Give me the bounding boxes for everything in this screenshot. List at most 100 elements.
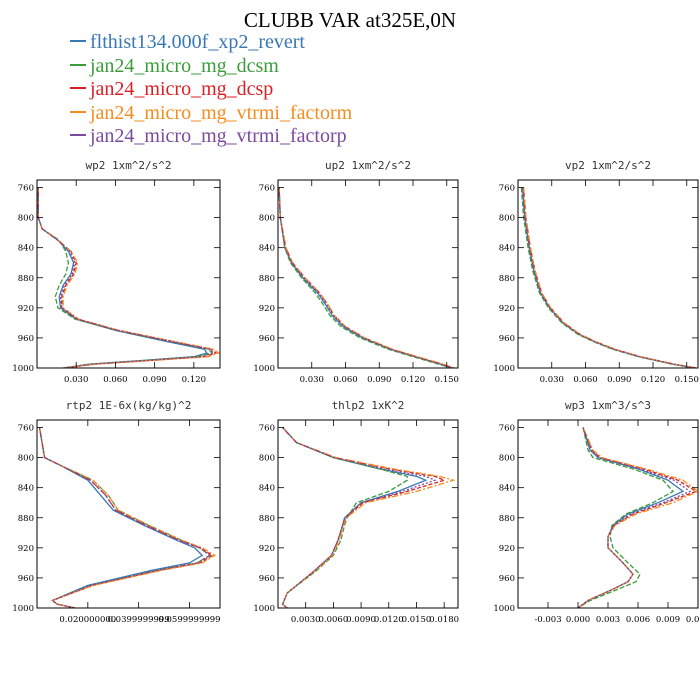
x-tick-label: 0.120 — [641, 375, 665, 385]
legend-label: jan24_micro_mg_vtrmi_factorp — [90, 125, 347, 147]
series-line — [577, 427, 675, 608]
y-tick-label: 880 — [259, 274, 275, 284]
y-tick-label: 1000 — [12, 364, 34, 374]
legend-label: jan24_micro_mg_vtrmi_factorm — [90, 101, 353, 124]
y-tick-label: 800 — [18, 214, 34, 224]
y-tick-label: 840 — [18, 484, 34, 494]
x-tick-label: 0.060 — [103, 375, 127, 385]
panel-title: up2 1xm^2/s^2 — [325, 159, 411, 172]
legend-swatch — [70, 110, 86, 113]
y-tick-label: 1000 — [253, 604, 275, 614]
series-group — [38, 427, 217, 608]
panel: wp2 1xm^2/s^2 760 800 840 880 920 960 1000 0.030… — [12, 159, 221, 385]
series-line — [38, 427, 211, 608]
panel: wp3 1xm^3/s^3 760 800 840 880 920 960 1000 -0.00… — [493, 399, 700, 625]
x-tick-label: 0.0599999999 — [158, 615, 220, 625]
series-group — [281, 427, 456, 608]
series-line — [37, 187, 208, 368]
series-line — [281, 427, 437, 608]
x-tick-label: 0.0180 — [429, 615, 459, 625]
y-tick-label: 800 — [499, 214, 515, 224]
y-tick-label: 1000 — [12, 604, 34, 614]
y-tick-label: 800 — [259, 454, 275, 464]
legend-label: jan24_micro_mg_dcsm — [90, 54, 279, 77]
y-tick-label: 960 — [259, 334, 275, 344]
legend-label: flthist134.000f_xp2_revert — [90, 31, 305, 53]
panel-title: thlp2 1xK^2 — [332, 399, 405, 412]
x-tick-label: 0.0150 — [402, 615, 432, 625]
series-line — [278, 187, 452, 368]
legend-swatch — [70, 134, 86, 137]
y-tick-label: 1000 — [493, 364, 515, 374]
series-line — [521, 187, 696, 368]
series-line — [520, 187, 695, 368]
panel: thlp2 1xK^276080084088092096010000.00300… — [253, 399, 459, 625]
series-line — [38, 427, 204, 608]
y-tick-label: 760 — [499, 184, 515, 194]
x-tick-label: 0.090 — [367, 375, 391, 385]
series-line — [281, 427, 456, 608]
y-tick-label: 760 — [259, 184, 275, 194]
panel: up2 1xm^2/s^2 760 800 840 880 920 960 1000 0.030… — [253, 159, 459, 385]
series-line — [37, 187, 220, 368]
panel-title: wp3 1xm^3/s^3 — [565, 399, 651, 412]
x-tick-label: 0.030 — [540, 375, 564, 385]
y-tick-label: 960 — [499, 574, 515, 584]
legend-item: flthist134.000f_xp2_revert — [70, 31, 352, 55]
x-tick-label: 0.003 — [596, 615, 620, 625]
legend-swatch — [70, 87, 86, 90]
series-line — [37, 187, 215, 368]
x-tick-label: 0.0060 — [319, 615, 349, 625]
x-tick-label: 0.000 — [566, 615, 590, 625]
series-line — [278, 187, 453, 368]
series-group — [520, 187, 696, 368]
plot-frame — [277, 179, 459, 369]
y-tick-label: 960 — [259, 574, 275, 584]
series-line — [521, 187, 696, 368]
series-line — [522, 187, 696, 368]
x-tick-label: 0.0399999999 — [108, 615, 170, 625]
x-tick-label: 0.120 — [182, 375, 206, 385]
x-tick-label: 0.090 — [142, 375, 166, 385]
legend-item: jan24_micro_mg_dcsm — [70, 55, 352, 79]
series-group — [577, 427, 698, 608]
legend-item: jan24_micro_mg_vtrmi_factorm — [70, 102, 352, 126]
series-line — [522, 187, 696, 368]
y-tick-label: 1000 — [493, 604, 515, 614]
x-tick-label: 0.090 — [607, 375, 631, 385]
series-line — [37, 187, 218, 368]
x-tick-label: -0.003 — [534, 615, 561, 625]
y-tick-label: 800 — [18, 454, 34, 464]
plot-frame — [277, 419, 459, 609]
y-tick-label: 760 — [18, 184, 34, 194]
y-tick-label: 960 — [18, 334, 34, 344]
y-tick-label: 840 — [499, 484, 515, 494]
panel-title: vp2 1xm^2/s^2 — [565, 159, 651, 172]
series-line — [281, 427, 428, 608]
panel-title: wp2 1xm^2/s^2 — [85, 159, 171, 172]
x-tick-label: 0.120 — [401, 375, 425, 385]
y-tick-label: 840 — [499, 244, 515, 254]
x-tick-label: 0.012 — [686, 615, 700, 625]
series-line — [38, 427, 214, 608]
x-tick-label: 0.150 — [675, 375, 699, 385]
series-line — [281, 427, 447, 608]
y-tick-label: 880 — [499, 514, 515, 524]
y-tick-label: 880 — [18, 274, 34, 284]
plot-frame — [517, 419, 699, 609]
x-tick-label: 0.009 — [656, 615, 680, 625]
x-tick-label: 0.060 — [333, 375, 357, 385]
series-group — [278, 187, 455, 368]
x-tick-label: 0.060 — [573, 375, 597, 385]
panel-title: rtp2 1E-6x(kg/kg)^2 — [66, 399, 192, 412]
y-tick-label: 1000 — [253, 364, 275, 374]
legend-label: jan24_micro_mg_dcsp — [90, 78, 274, 100]
y-tick-label: 840 — [259, 244, 275, 254]
x-tick-label: 0.030 — [300, 375, 324, 385]
plot-frame — [517, 179, 699, 369]
legend-item: jan24_micro_mg_dcsp — [70, 78, 352, 102]
series-line — [38, 427, 211, 608]
legend-swatch — [70, 40, 86, 43]
y-tick-label: 920 — [18, 544, 34, 554]
